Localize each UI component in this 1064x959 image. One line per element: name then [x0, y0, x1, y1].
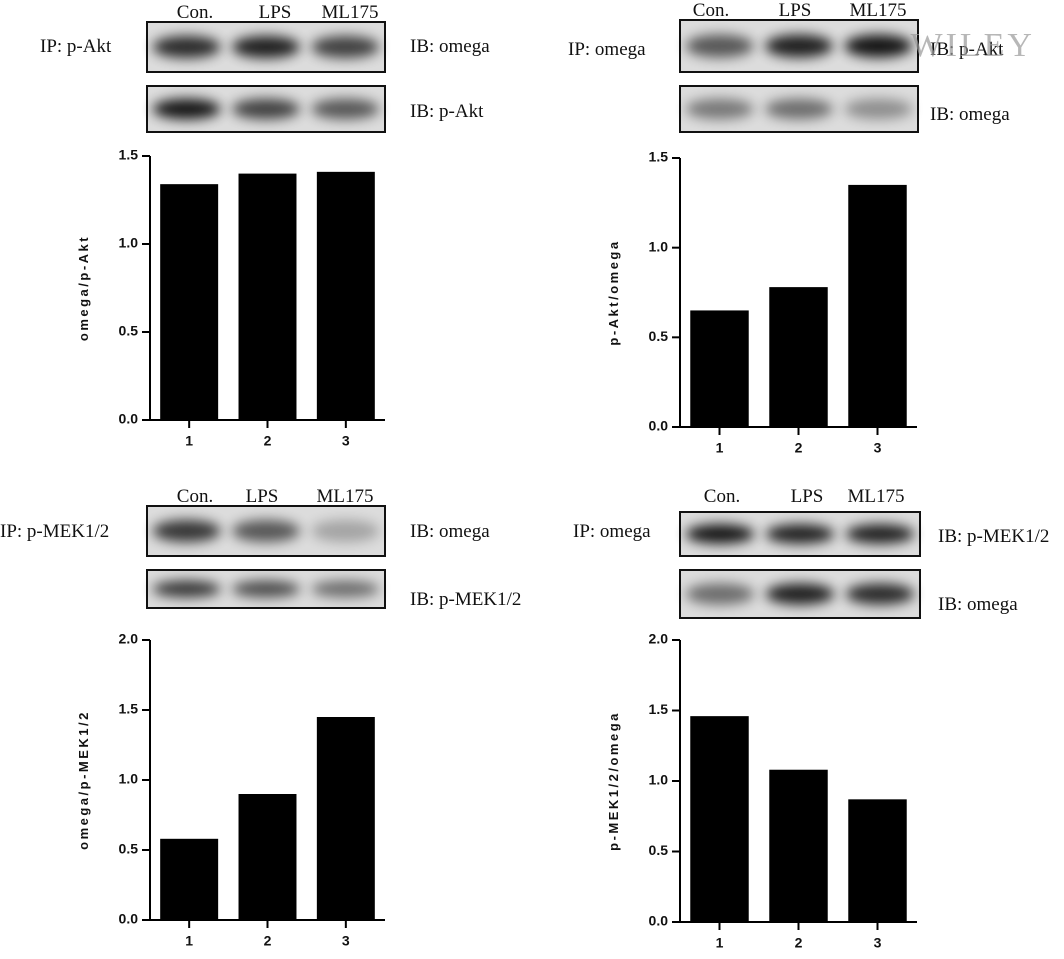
lane-label: LPS [791, 486, 824, 507]
ib-label: IB: omega [410, 36, 490, 57]
ib-label: IB: p-MEK1/2 [938, 526, 1049, 547]
bar [769, 769, 828, 922]
blot-band [152, 35, 221, 59]
lane-label: Con. [177, 2, 213, 23]
blot-band [232, 519, 300, 543]
x-tick-label: 3 [874, 935, 882, 951]
lane-label: Con. [177, 486, 213, 507]
x-tick-label: 3 [874, 440, 882, 456]
bar [238, 794, 297, 920]
x-tick-label: 2 [795, 440, 803, 456]
x-tick-label: 1 [716, 935, 724, 951]
blot-band [845, 524, 915, 544]
bar [690, 310, 749, 427]
lane-label: Con. [704, 486, 740, 507]
blot-band [311, 35, 380, 59]
bar [238, 173, 297, 420]
bar [690, 716, 749, 922]
ib-label: IB: p-Akt [930, 39, 1004, 60]
lane-label: LPS [246, 486, 279, 507]
blot-band [765, 34, 833, 58]
blot-band [152, 580, 221, 598]
y-tick-label: 0.5 [649, 328, 669, 344]
bar [769, 287, 828, 427]
x-tick-label: 1 [185, 933, 193, 949]
bar [848, 799, 907, 922]
lane-label: LPS [259, 2, 292, 23]
blot-band [765, 583, 835, 605]
x-tick-label: 1 [716, 440, 724, 456]
blot-band [232, 580, 300, 598]
x-tick-label: 2 [264, 433, 272, 449]
lane-label: Con. [693, 0, 729, 21]
y-tick-label: 1.5 [119, 701, 139, 717]
y-tick-label: 1.5 [649, 701, 669, 717]
ib-label: IB: p-Akt [410, 101, 484, 122]
y-axis-label: omega/p-Akt [76, 235, 91, 341]
blot-band [311, 580, 380, 598]
blot-band [685, 98, 754, 120]
ib-label: IB: omega [930, 104, 1010, 125]
blot-band [232, 98, 300, 120]
y-tick-label: 1.5 [119, 147, 139, 163]
lane-label: ML175 [848, 486, 905, 507]
x-tick-label: 3 [342, 433, 350, 449]
lane-label: ML175 [317, 486, 374, 507]
x-tick-label: 2 [795, 935, 803, 951]
blot-band [844, 34, 913, 58]
blot-band [685, 583, 755, 605]
y-tick-label: 1.0 [649, 772, 669, 788]
bar [160, 184, 219, 420]
y-tick-label: 1.0 [119, 235, 139, 251]
blot-band [685, 34, 754, 58]
watermark: WILEY [910, 27, 1035, 64]
blot-band [232, 35, 300, 59]
ib-label: IB: omega [938, 594, 1018, 615]
y-tick-label: 1.0 [119, 771, 139, 787]
lane-label: LPS [779, 0, 812, 21]
lane-label: ML175 [850, 0, 907, 21]
x-tick-label: 3 [342, 933, 350, 949]
lane-label: ML175 [322, 2, 379, 23]
bar [848, 184, 907, 427]
bar [316, 171, 375, 420]
y-tick-label: 2.0 [119, 631, 139, 647]
y-tick-label: 0.5 [649, 842, 669, 858]
ip-label: IP: omega [573, 521, 651, 542]
bar [160, 838, 219, 920]
ip-label: IP: p-MEK1/2 [0, 521, 109, 542]
blot-band [311, 98, 380, 120]
y-axis-label: p-MEK1/2/omega [606, 711, 621, 851]
bar [316, 717, 375, 920]
blot-band [152, 98, 221, 120]
blot-band [845, 583, 915, 605]
x-tick-label: 1 [185, 433, 193, 449]
blot-band [152, 519, 221, 543]
y-tick-label: 1.5 [649, 149, 669, 165]
y-axis-label: omega/p-MEK1/2 [76, 710, 91, 850]
ib-label: IB: p-MEK1/2 [410, 589, 521, 610]
blot-band [765, 524, 835, 544]
y-axis-label: p-Akt/omega [606, 239, 621, 345]
blot-band [765, 98, 833, 120]
y-tick-label: 0.0 [119, 911, 139, 927]
ip-label: IP: omega [568, 39, 646, 60]
y-tick-label: 0.5 [119, 841, 139, 857]
y-tick-label: 1.0 [649, 238, 669, 254]
blot-band [844, 98, 913, 120]
ib-label: IB: omega [410, 521, 490, 542]
blot-band [685, 524, 755, 544]
x-tick-label: 2 [264, 933, 272, 949]
y-tick-label: 0.0 [649, 913, 669, 929]
y-tick-label: 0.0 [649, 418, 669, 434]
y-tick-label: 2.0 [649, 631, 669, 647]
y-tick-label: 0.0 [119, 411, 139, 427]
ip-label: IP: p-Akt [40, 36, 112, 57]
blot-band [311, 519, 380, 543]
y-tick-label: 0.5 [119, 323, 139, 339]
